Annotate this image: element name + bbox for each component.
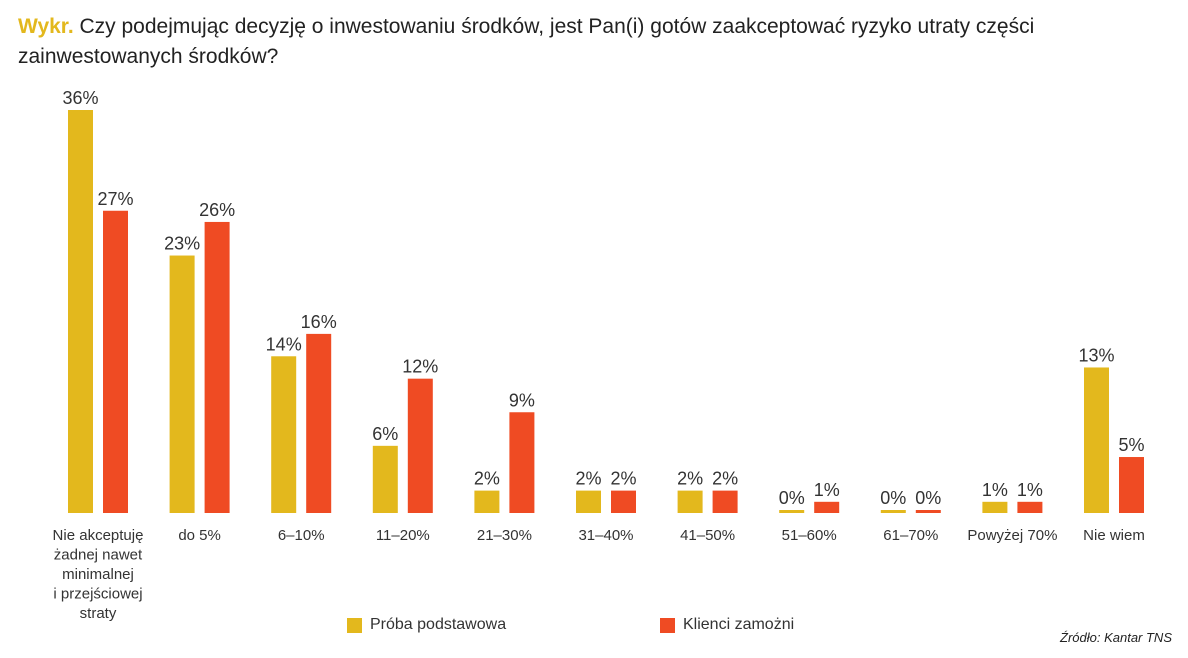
bar-s2-c3 — [306, 333, 332, 513]
bar-s1-c5 — [474, 490, 500, 513]
bar-s2-c1 — [103, 210, 128, 513]
data-label-s2-c6: 2% — [610, 469, 636, 489]
bar-s1-c2 — [169, 255, 195, 513]
bar-s2-c11 — [1119, 457, 1144, 513]
title-text: Czy podejmując decyzję o inwestowaniu śr… — [18, 15, 1035, 68]
data-label-s2-c5: 9% — [509, 390, 535, 410]
data-label-s1-c8: 0% — [779, 488, 805, 508]
data-label-s1-c10: 1% — [982, 480, 1008, 500]
bar-s1-c6 — [576, 490, 601, 513]
bar-s1-c9 — [880, 510, 906, 513]
category-label-11: Nie wiem — [1083, 527, 1145, 544]
bar-s2-c10 — [1017, 501, 1043, 513]
data-label-s2-c4: 12% — [402, 357, 438, 377]
legend-item-series2: Klienci zamożni — [660, 616, 794, 634]
category-label-8: 51–60% — [782, 527, 837, 544]
bar-s2-c7 — [712, 490, 738, 513]
bar-s2-c6 — [611, 490, 636, 513]
data-label-s2-c9: 0% — [915, 488, 941, 508]
data-label-s1-c1: 36% — [62, 88, 98, 108]
data-label-s2-c3: 16% — [301, 312, 337, 332]
bar-s1-c4 — [372, 445, 398, 513]
bar-s2-c4 — [407, 378, 433, 513]
data-label-s2-c1: 27% — [97, 189, 133, 209]
bar-s1-c8 — [779, 510, 805, 513]
category-label-6: 31–40% — [578, 527, 633, 544]
category-label-5: 21–30% — [477, 527, 532, 544]
bar-s1-c7 — [677, 490, 703, 513]
data-label-s1-c7: 2% — [677, 469, 703, 489]
data-label-s1-c11: 13% — [1078, 345, 1114, 365]
data-label-s1-c6: 2% — [575, 469, 601, 489]
bar-s2-c2 — [204, 221, 230, 513]
legend-swatch-series2 — [660, 617, 675, 633]
category-label-4: 11–20% — [376, 527, 430, 544]
data-label-s1-c4: 6% — [372, 424, 398, 444]
bar-s2-c9 — [915, 510, 941, 513]
category-label-2: do 5% — [178, 527, 221, 544]
data-label-s1-c9: 0% — [880, 488, 906, 508]
bar-s2-c5 — [509, 412, 535, 513]
data-label-s2-c11: 5% — [1118, 435, 1144, 455]
bar-s1-c3 — [271, 356, 297, 513]
category-label-3: 6–10% — [278, 527, 325, 544]
data-label-s2-c7: 2% — [712, 469, 738, 489]
data-label-s1-c2: 23% — [164, 234, 200, 254]
bar-s1-c11 — [1084, 367, 1109, 513]
legend-item-series1: Próba podstawowa — [347, 616, 506, 634]
legend-label-series2: Klienci zamożni — [683, 616, 795, 633]
category-label-7: 41–50% — [680, 527, 735, 544]
chart-title: Wykr. Czy podejmując decyzję o inwestowa… — [18, 12, 1168, 72]
data-label-s1-c3: 14% — [266, 334, 302, 354]
legend-swatch-series1 — [347, 617, 362, 633]
data-label-s2-c8: 1% — [814, 480, 840, 500]
source-note: Źródło: Kantar TNS — [1060, 630, 1172, 645]
title-prefix: Wykr. — [18, 15, 74, 38]
category-label-9: 61–70% — [883, 527, 938, 544]
category-label-1: Nie akceptuję żadnej nawet minimalnej i prz… — [53, 527, 144, 622]
legend-label-series1: Próba podstawowa — [370, 616, 507, 633]
category-label-10: Powyżej 70% — [967, 527, 1057, 544]
bar-s1-c10 — [982, 501, 1008, 513]
data-label-s2-c10: 1% — [1017, 480, 1043, 500]
bar-s2-c8 — [814, 501, 840, 513]
data-label-s1-c5: 2% — [474, 469, 500, 489]
data-label-s2-c2: 26% — [199, 200, 235, 220]
bar-s1-c1 — [68, 110, 93, 513]
